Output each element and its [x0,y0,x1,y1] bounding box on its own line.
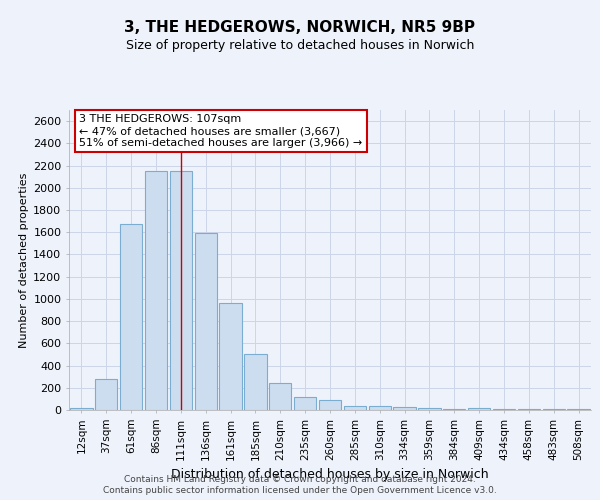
Bar [194,234,217,410]
Bar [368,406,391,410]
Text: Size of property relative to detached houses in Norwich: Size of property relative to detached ho… [126,38,474,52]
Bar [145,171,167,410]
Y-axis label: Number of detached properties: Number of detached properties [19,172,29,348]
Text: 3 THE HEDGEROWS: 107sqm
← 47% of detached houses are smaller (3,667)
51% of semi: 3 THE HEDGEROWS: 107sqm ← 47% of detache… [79,114,362,148]
X-axis label: Distribution of detached houses by size in Norwich: Distribution of detached houses by size … [171,468,489,481]
Bar [269,383,292,410]
Text: 3, THE HEDGEROWS, NORWICH, NR5 9BP: 3, THE HEDGEROWS, NORWICH, NR5 9BP [125,20,476,35]
Bar [319,400,341,410]
Bar [95,379,118,410]
Bar [70,408,92,410]
Bar [170,171,192,410]
Bar [220,304,242,410]
Bar [244,354,266,410]
Bar [468,408,490,410]
Bar [394,407,416,410]
Bar [418,408,440,410]
Text: Contains HM Land Registry data © Crown copyright and database right 2024.
Contai: Contains HM Land Registry data © Crown c… [103,476,497,494]
Bar [344,406,366,410]
Bar [443,409,466,410]
Bar [294,396,316,410]
Bar [120,224,142,410]
